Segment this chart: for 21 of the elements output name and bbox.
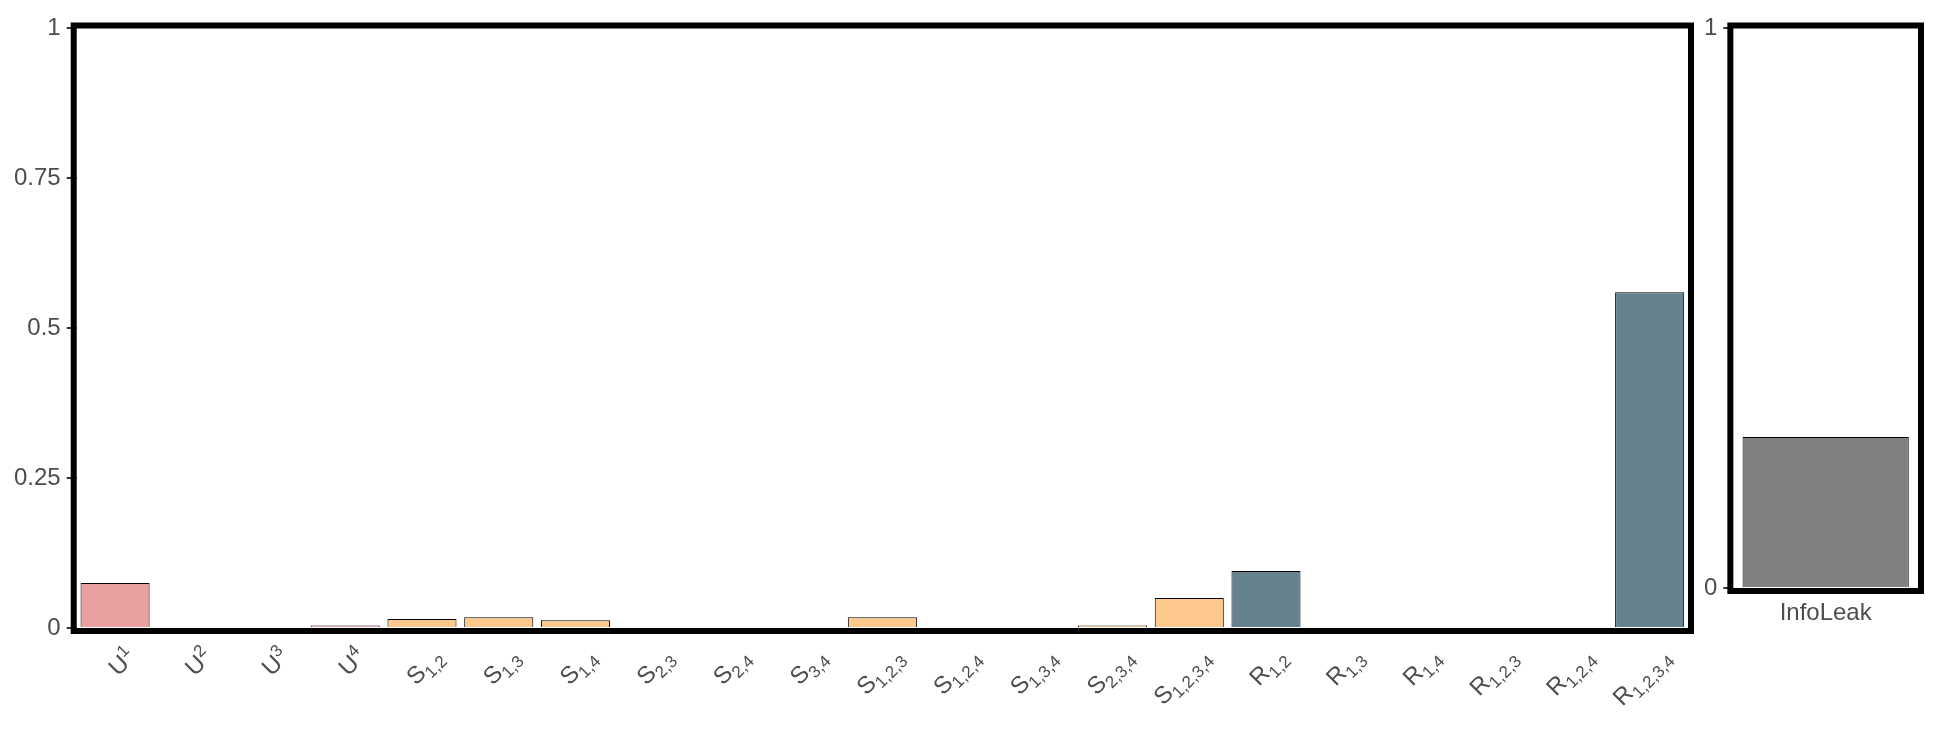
x-tick-label: S1,2 — [400, 651, 452, 690]
x-tick-label: S1,3 — [477, 651, 528, 690]
x-tick-label: U1 — [102, 640, 134, 681]
x-tick-label: R1,3 — [1320, 651, 1372, 691]
x-tick-label: U3 — [256, 640, 288, 681]
x-tick-label: S1,4 — [553, 651, 605, 690]
y-tick-label: 1 — [1703, 13, 1718, 41]
x-tick-label: R1,2 — [1243, 651, 1296, 691]
y-tick-label: 0.5 — [27, 312, 61, 340]
y-tick-label: 0.25 — [13, 462, 61, 490]
x-tick-label: U2 — [179, 640, 211, 681]
y-tick-label: 0 — [1703, 572, 1718, 600]
y-tick-label: 0 — [47, 612, 61, 640]
x-tick-label: R1,4 — [1396, 651, 1449, 691]
x-tick-label: S2,4 — [707, 651, 758, 690]
x-tick-label: U4 — [332, 640, 365, 681]
y-tick-label: 0.75 — [13, 162, 61, 190]
x-tick-label: S3,4 — [784, 651, 835, 690]
x-tick-label: InfoLeak — [1779, 598, 1873, 625]
x-tick-label: S2,3 — [630, 651, 682, 690]
y-tick-label: 1 — [47, 13, 61, 41]
